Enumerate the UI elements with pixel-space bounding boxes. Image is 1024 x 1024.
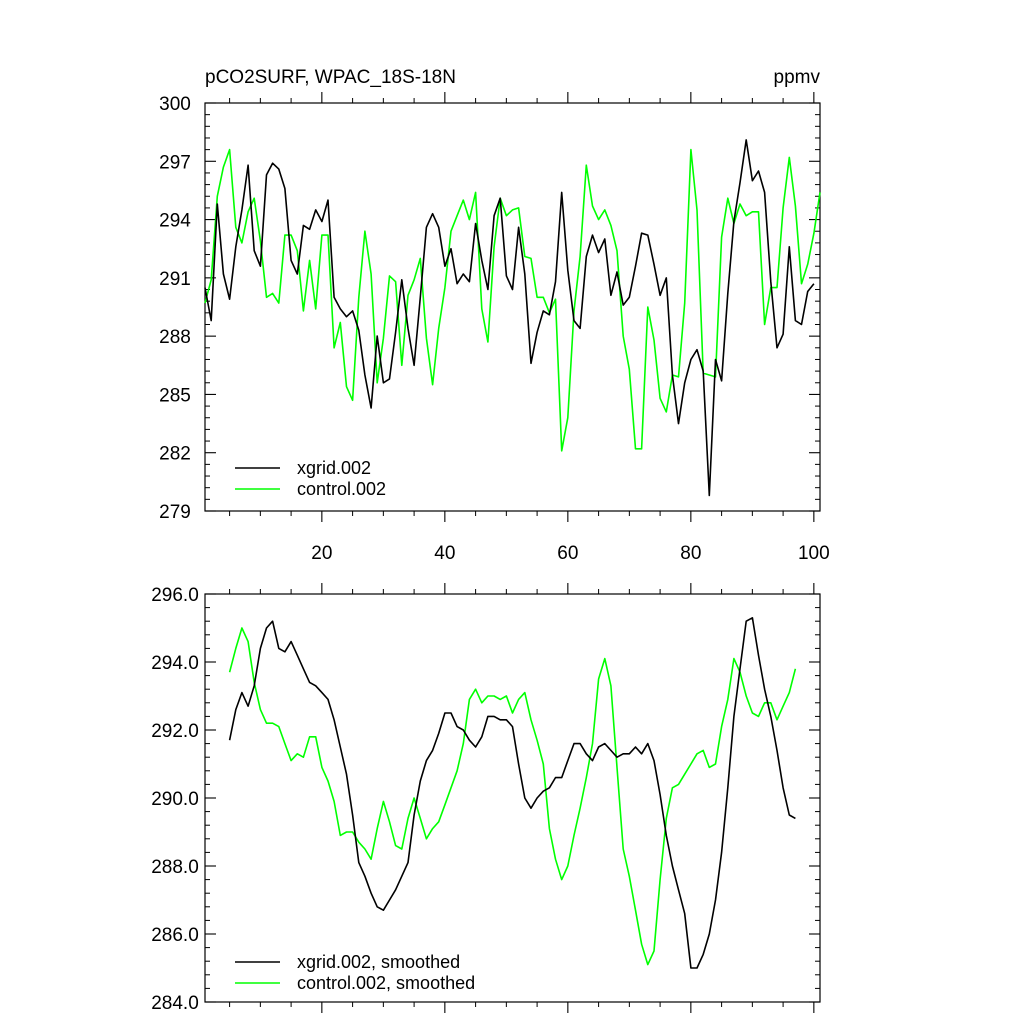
y-tick-label: 286.0 (151, 925, 199, 946)
top-panel: pCO2SURF, WPAC_18S-18N ppmv 279 282 285 288… (159, 67, 830, 564)
bottom-panel: 284.0 286.0 288.0 290.0 292.0 294.0 296.0 xgri… (151, 583, 821, 1014)
y-tick-label: 288.0 (151, 857, 199, 878)
axis-ticks: 279 282 285 288 291 294 297 300 20 40 60 80 100 (159, 92, 830, 564)
y-tick-label: 282 (159, 444, 191, 465)
y-tick-label: 288 (159, 327, 191, 348)
x-tick-label: 20 (311, 543, 332, 564)
series-lines (204, 139, 821, 497)
y-tick-label: 285 (159, 385, 191, 406)
y-tick-label: 292.0 (151, 721, 199, 742)
x-tick-label: 100 (798, 543, 830, 564)
x-tick-label: 40 (434, 543, 455, 564)
legend-label: control.002, smoothed (297, 973, 475, 993)
plot-frame (204, 102, 821, 512)
legend-label: xgrid.002 (297, 458, 371, 478)
series-line-1 (228, 627, 797, 966)
series-line-1 (204, 148, 821, 452)
y-tick-label: 291 (159, 269, 191, 290)
series-lines (228, 616, 797, 969)
chart-title: pCO2SURF, WPAC_18S-18N (205, 67, 456, 88)
y-tick-label: 290.0 (151, 789, 199, 810)
y-tick-label: 294.0 (151, 653, 199, 674)
y-tick-label: 296.0 (151, 585, 199, 606)
x-tick-label: 60 (557, 543, 578, 564)
units-label: ppmv (774, 67, 821, 88)
y-tick-label: 297 (159, 152, 191, 173)
series-line-0 (228, 616, 796, 969)
series-line-0 (204, 139, 815, 497)
y-tick-label: 284.0 (151, 993, 199, 1014)
y-tick-label: 300 (159, 94, 191, 115)
axis-ticks: 284.0 286.0 288.0 290.0 292.0 294.0 296.0 (151, 583, 820, 1014)
y-tick-label: 294 (159, 211, 191, 232)
legend-label: control.002 (297, 479, 386, 499)
legend-label: xgrid.002, smoothed (297, 952, 460, 972)
x-tick-label: 80 (680, 543, 701, 564)
y-tick-label: 279 (159, 502, 191, 523)
